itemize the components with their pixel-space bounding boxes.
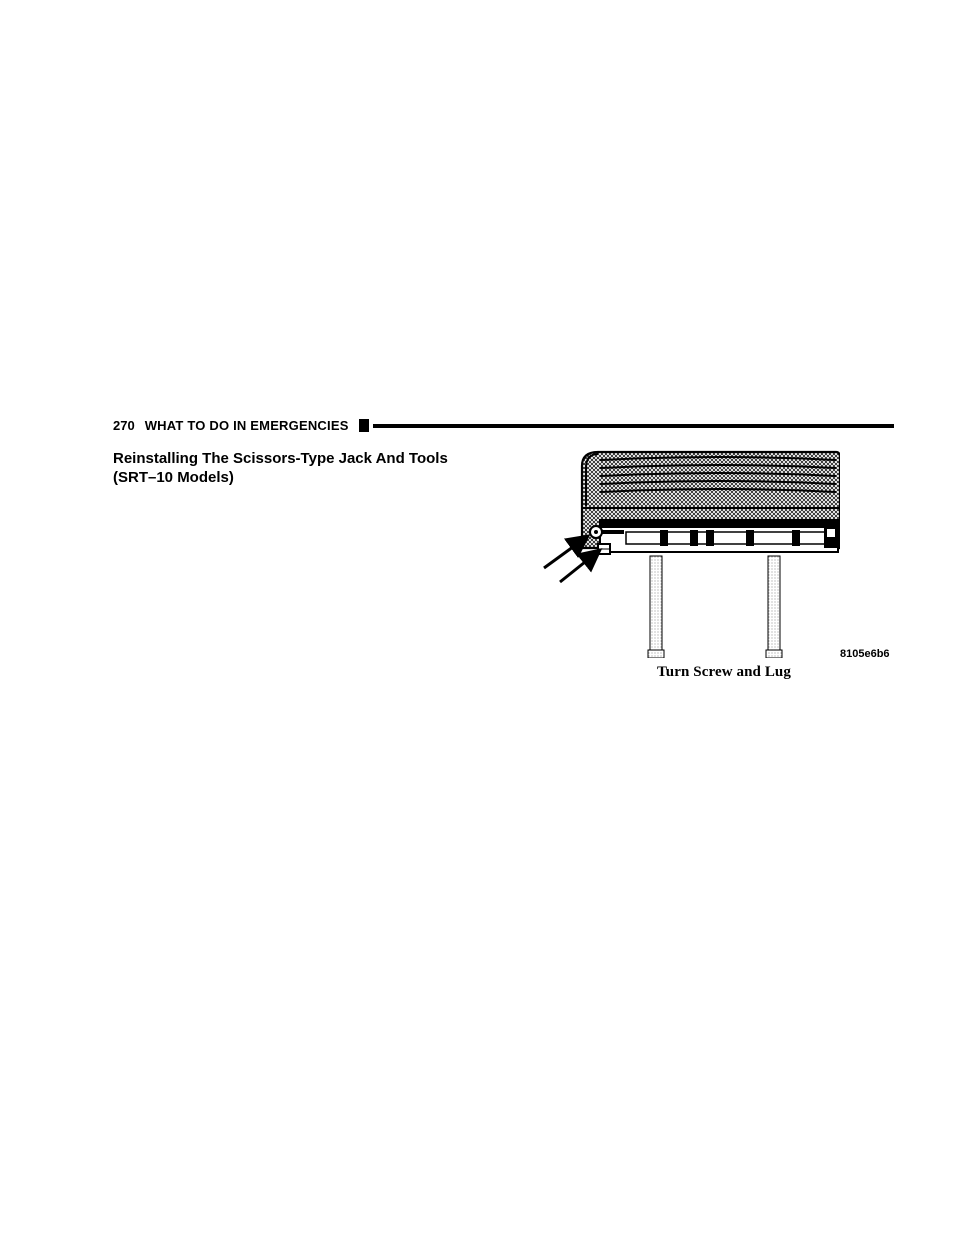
page-header: 270 WHAT TO DO IN EMERGENCIES xyxy=(113,418,894,433)
header-rule xyxy=(373,424,894,428)
figure-lug xyxy=(598,544,610,554)
figure: Turn Screw and Lug xyxy=(540,448,908,681)
section-title: WHAT TO DO IN EMERGENCIES xyxy=(145,418,349,433)
figure-image-code: 8105e6b6 xyxy=(840,648,890,660)
figure-tool-channel xyxy=(600,520,838,552)
page: 270 WHAT TO DO IN EMERGENCIES Reinstalli… xyxy=(0,0,954,1235)
page-number: 270 xyxy=(113,418,135,433)
figure-svg xyxy=(540,448,840,658)
header-tick xyxy=(359,419,369,432)
figure-legs xyxy=(648,556,782,658)
section-heading: Reinstalling The Scissors-Type Jack And … xyxy=(113,450,483,488)
figure-caption: Turn Screw and Lug xyxy=(540,664,908,681)
